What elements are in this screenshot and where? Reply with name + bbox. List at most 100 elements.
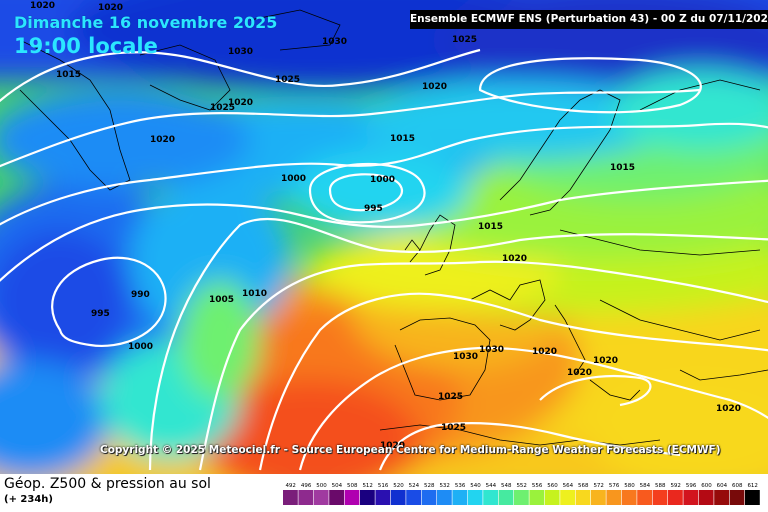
scale-swatch [729,490,745,505]
scale-swatch [714,490,729,505]
valid-date: Dimanche 16 novembre 2025 [14,13,278,32]
scale-swatch [452,490,468,505]
isobar-label: 1020 [98,3,123,13]
scale-swatch [683,490,699,505]
scale-tick-label: 532 [439,483,450,489]
scale-tick-label: 568 [578,483,589,489]
parameter-title: Géop. Z500 & pression au sol [4,476,211,492]
scale-swatch [467,490,483,505]
isobar-label: 1000 [370,175,395,185]
scale-tick-label: 516 [378,483,389,489]
scale-tick-label: 592 [670,483,681,489]
scale-swatch [498,490,514,505]
lead-time: (+ 234h) [4,494,53,505]
color-scale: 492 496 500 504 508 512 516 520 524 528 532 536 540 5… [283,483,760,505]
isobars [0,48,768,471]
isobar-label: 1005 [209,295,234,305]
scale-swatch [360,490,375,505]
isobar-label: 1025 [210,103,235,113]
isobar-label: 1015 [390,134,415,144]
isobar-label: 1020 [593,356,618,366]
isobar-label: 1020 [532,347,557,357]
scale-tick-label: 540 [470,483,481,489]
isobar-label: 1020 [567,368,592,378]
scale-swatch [406,490,421,505]
isobar-label: 990 [131,290,150,300]
scale-swatch [745,490,760,505]
scale-swatch [483,490,498,505]
scale-tick-label: 536 [455,483,466,489]
isobar-label: 1020 [30,1,55,11]
scale-swatch [514,490,529,505]
scale-swatch [529,490,545,505]
isobar-label: 1000 [281,174,306,184]
scale-tick-label: 576 [609,483,620,489]
isobar-label: 1020 [228,98,253,108]
scale-swatch [283,490,298,505]
scale-tick-label: 524 [409,483,420,489]
scale-swatch [298,490,314,505]
scale-tick-label: 520 [393,483,404,489]
scale-swatch [313,490,329,505]
scale-swatch [544,490,560,505]
scale-swatch [606,490,622,505]
scale-tick-label: 552 [516,483,527,489]
scale-tick-label: 600 [701,483,712,489]
scale-tick-label: 508 [347,483,358,489]
isobar-label: 1030 [479,345,504,355]
isobar-label: 1020 [716,404,741,414]
isobar-label: 1025 [452,35,477,45]
isobar-label: 995 [364,204,383,214]
scale-tick-label: 580 [624,483,635,489]
scale-swatch [575,490,591,505]
isobar-label: 1000 [128,342,153,352]
scale-tick-label: 496 [301,483,312,489]
scale-tick-label: 492 [285,483,296,489]
scale-tick-label: 588 [655,483,666,489]
isobar-label: 1015 [610,163,635,173]
isobar-label: 1030 [228,47,253,57]
isobar-label: 1020 [422,82,447,92]
isobar-label: 1020 [380,441,405,451]
scale-tick-label: 528 [424,483,435,489]
scale-tick-label: 572 [593,483,604,489]
legend-bar: Géop. Z500 & pression au sol (+ 234h) 49… [0,474,768,512]
isobar-label: 1025 [441,423,466,433]
valid-time: 19:00 locale [14,34,158,58]
scale-swatch [621,490,637,505]
isobar-label: 1025 [438,392,463,402]
scale-swatch [390,490,406,505]
isobar-label: 1010 [242,289,267,299]
isobar-label: 1030 [322,37,347,47]
scale-tick-label: 560 [547,483,558,489]
scale-tick-label: 556 [532,483,543,489]
scale-swatch [329,490,344,505]
scale-tick-label: 544 [486,483,497,489]
scale-tick-label: 612 [747,483,758,489]
scale-tick-label: 504 [332,483,343,489]
scale-tick-label: 604 [717,483,728,489]
isobar-label: 1020 [502,254,527,264]
isobar-label: 1030 [453,352,478,362]
scale-swatch [437,490,452,505]
scale-tick-label: 596 [686,483,697,489]
scale-tick-label: 548 [501,483,512,489]
scale-swatch [591,490,606,505]
scale-swatch [375,490,391,505]
scale-swatch [344,490,360,505]
model-run-banner: Ensemble ECMWF ENS (Perturbation 43) - 0… [410,10,768,29]
scale-swatch [560,490,575,505]
scale-swatch [637,490,652,505]
scale-tick-label: 584 [640,483,651,489]
isobar-label: 1025 [275,75,300,85]
scale-swatch [698,490,714,505]
scale-tick-label: 608 [732,483,743,489]
scale-swatch [652,490,668,505]
coastlines [19,9,768,446]
isobar-label: 1015 [56,70,81,80]
isobar-label: 1015 [478,222,503,232]
